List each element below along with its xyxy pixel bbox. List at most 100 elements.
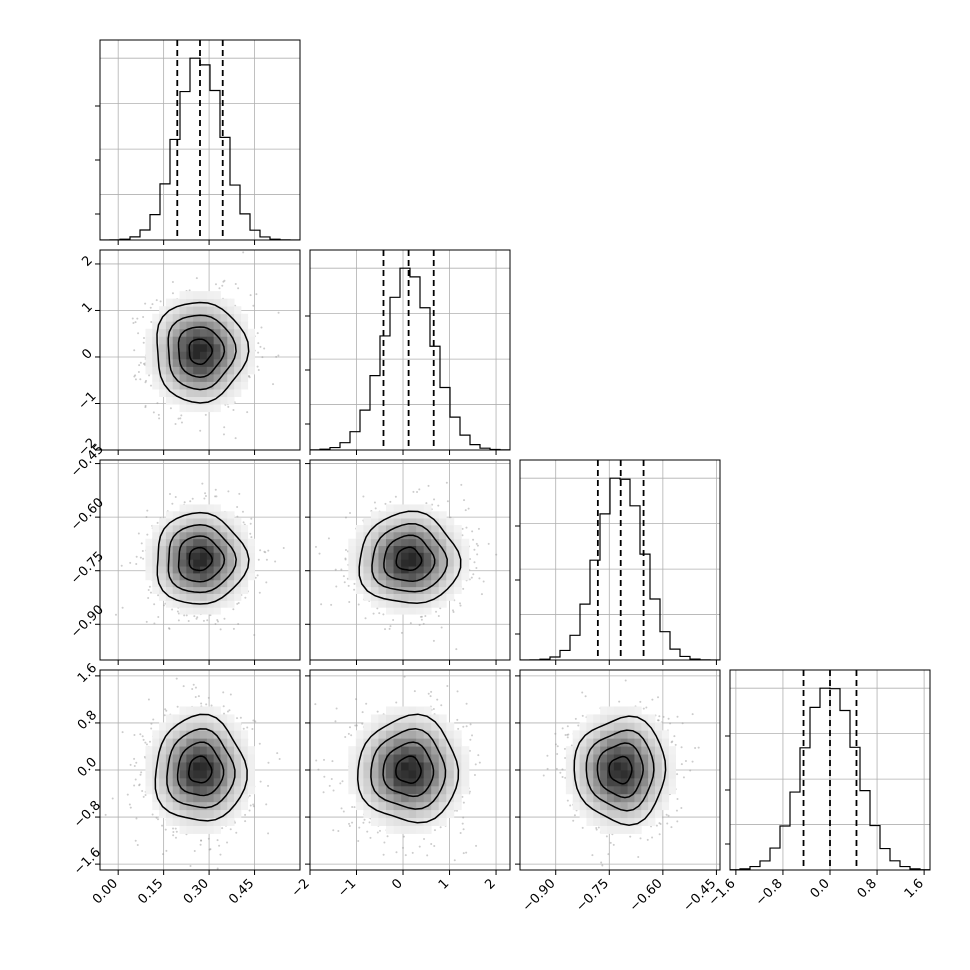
density-cell	[220, 538, 228, 546]
sample-point	[193, 849, 196, 852]
sample-point	[146, 509, 149, 512]
sample-point	[139, 556, 142, 559]
sample-point	[460, 483, 463, 486]
sample-point	[471, 530, 474, 533]
density-cell	[200, 518, 208, 526]
density-cell	[386, 525, 394, 533]
density-cell	[165, 714, 174, 723]
density-cell	[193, 714, 201, 723]
density-cell	[165, 817, 174, 826]
sample-point	[389, 625, 392, 628]
sample-point	[244, 820, 247, 823]
density-cell	[172, 579, 180, 588]
density-cell	[206, 793, 215, 803]
panel-frame	[99, 459, 301, 661]
density-cell	[220, 801, 228, 811]
density-cell	[408, 579, 417, 588]
density-cell	[378, 545, 387, 553]
density-cell	[165, 374, 174, 382]
sample-point	[152, 411, 155, 414]
density-cell	[172, 538, 180, 546]
density-cell	[200, 722, 208, 731]
sample-point	[251, 727, 254, 730]
density-cell	[206, 566, 215, 574]
sample-point	[344, 516, 347, 519]
density-cell	[200, 706, 208, 715]
density-cell	[227, 374, 235, 382]
sample-point	[512, 501, 514, 503]
sample-point	[267, 549, 270, 552]
sample-point	[238, 492, 241, 495]
density-cell	[416, 511, 425, 519]
density-cell	[247, 785, 255, 795]
sample-point	[142, 316, 145, 319]
density-cell	[186, 328, 194, 337]
sample-point	[232, 627, 235, 630]
density-cell	[193, 366, 201, 375]
density-cell	[206, 809, 215, 819]
density-cell	[227, 343, 235, 352]
density-cell	[172, 770, 180, 779]
density-cell	[234, 552, 242, 560]
density-cell	[165, 396, 174, 405]
density-cell	[206, 579, 215, 588]
density-cell	[393, 559, 402, 567]
density-cell	[213, 328, 221, 337]
sample-point	[244, 596, 247, 599]
density-cell	[179, 801, 187, 811]
sample-point	[157, 818, 160, 821]
density-cell	[370, 525, 379, 533]
density-cell	[179, 777, 187, 787]
density-cell	[401, 525, 410, 533]
sample-point	[351, 821, 354, 824]
sample-point	[141, 549, 144, 552]
density-cell	[206, 343, 215, 352]
sample-point	[475, 567, 478, 570]
density-cell	[186, 754, 194, 763]
sample-point	[156, 402, 159, 405]
sample-point	[204, 873, 206, 875]
density-cell	[453, 579, 462, 588]
density-cell	[227, 566, 235, 574]
density-cell	[461, 559, 470, 567]
sample-point	[277, 354, 280, 357]
sample-point	[221, 827, 224, 830]
density-cell	[193, 404, 201, 413]
density-cell	[186, 817, 194, 826]
sample-point	[223, 279, 226, 282]
density-cell	[172, 573, 180, 581]
density-cell	[363, 545, 372, 553]
density-cell	[423, 525, 432, 533]
density-cell	[165, 746, 174, 755]
density-cell	[227, 389, 235, 398]
sample-point	[194, 695, 197, 698]
density-cell	[186, 738, 194, 747]
density-cell	[348, 573, 357, 581]
density-cell	[200, 746, 208, 755]
density-cell	[193, 381, 201, 390]
density-cell	[446, 525, 455, 533]
sample-point	[344, 548, 347, 551]
density-cell	[200, 381, 208, 390]
sample-point	[193, 615, 196, 618]
density-cell	[179, 358, 187, 367]
density-cell	[240, 801, 249, 811]
density-cell	[234, 366, 242, 375]
density-cell	[159, 566, 167, 574]
density-cell	[186, 366, 194, 375]
sample-point	[277, 311, 280, 314]
density-cell	[179, 545, 187, 553]
density-cell	[227, 358, 235, 367]
sample-point	[366, 830, 369, 833]
density-cell	[213, 809, 221, 819]
sample-point	[349, 511, 352, 514]
density-cell	[145, 545, 153, 553]
density-cell	[461, 573, 470, 581]
sample-point	[353, 582, 356, 585]
density-cell	[431, 552, 440, 560]
density-cell	[213, 336, 221, 345]
sample-point	[144, 741, 147, 744]
density-cell	[159, 777, 167, 787]
sample-point	[135, 761, 138, 764]
density-cell	[172, 552, 180, 560]
